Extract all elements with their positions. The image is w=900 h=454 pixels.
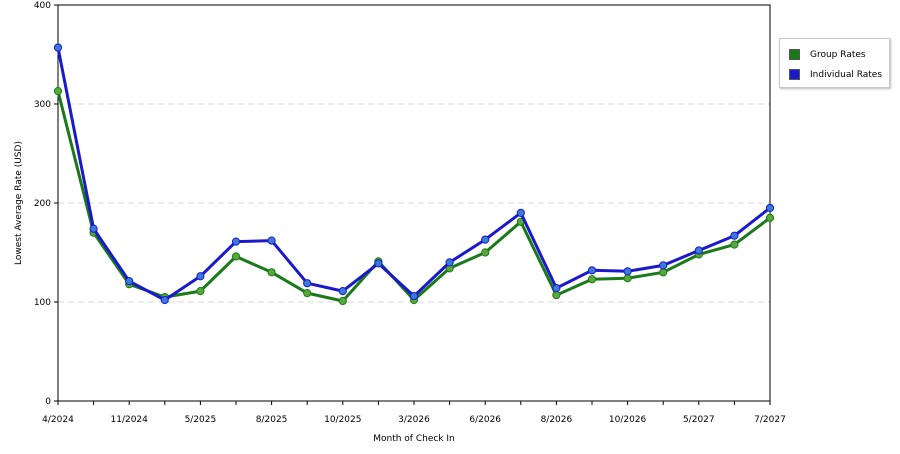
x-tick-label-8-2026: 8/2026 [541, 415, 573, 425]
x-tick-label-10-2026: 10/2026 [609, 415, 647, 425]
legend-label-individual-rates: Individual Rates [810, 70, 883, 80]
x-tick-label-10-2025: 10/2025 [324, 415, 361, 425]
point-group-rates-12 [481, 248, 490, 257]
point-group-rates-15 [587, 275, 597, 284]
point-individual-rates-16 [623, 267, 632, 276]
legend-label-group-rates: Group Rates [810, 50, 866, 60]
x-tick-label-5-2025: 5/2025 [185, 415, 217, 425]
y-tick-label-400: 400 [34, 1, 51, 11]
point-group-rates-6 [267, 268, 276, 277]
point-group-rates-20 [765, 213, 775, 222]
x-axis-label: Month of Check In [373, 434, 455, 444]
y-tick-label-300: 300 [34, 100, 51, 110]
series-group [53, 43, 775, 306]
legend-swatch-individual-rates [789, 69, 800, 80]
point-group-rates-7 [303, 288, 312, 298]
point-group-rates-17 [659, 268, 668, 277]
point-individual-rates-9 [374, 259, 383, 268]
point-group-rates-19 [730, 240, 739, 249]
point-individual-rates-10 [409, 291, 419, 301]
y-tick-label-100: 100 [34, 298, 51, 308]
x-axis: 4/2024 11/2024 5/2025 8/2025 10/2025 3/2026 6/… [42, 401, 786, 425]
x-tick-label-4-2024: 4/2024 [42, 415, 74, 425]
legend: Group Rates Individual Rates [779, 38, 890, 88]
x-tick-label-3-2026: 3/2026 [398, 415, 430, 425]
series-individual-rates [53, 43, 775, 305]
x-tick-label-7-2027: 7/2027 [754, 415, 786, 425]
x-tick-label-8-2025: 8/2025 [256, 415, 288, 425]
point-individual-rates-5 [231, 237, 241, 246]
series-group-rates [53, 87, 775, 306]
point-individual-rates-20 [765, 203, 775, 213]
point-individual-rates-7 [303, 279, 312, 288]
y-tick-label-0: 0 [45, 397, 51, 407]
y-axis-label: Lowest Average Rate (USD) [14, 141, 24, 265]
point-individual-rates-13 [516, 208, 525, 217]
point-individual-rates-1 [89, 224, 98, 233]
point-group-rates-14 [552, 290, 561, 300]
point-group-rates-5 [231, 252, 241, 261]
point-individual-rates-6 [267, 236, 276, 245]
point-individual-rates-12 [481, 235, 490, 244]
y-axis: 0 100 200 300 400 [34, 1, 58, 407]
point-individual-rates-8 [338, 287, 347, 296]
point-group-rates-0 [53, 87, 63, 96]
x-tick-label-5-2027: 5/2027 [683, 415, 715, 425]
point-individual-rates-4 [196, 272, 205, 281]
legend-swatch-group-rates [789, 49, 800, 60]
point-individual-rates-18 [694, 246, 703, 255]
x-tick-label-6-2026: 6/2026 [469, 415, 501, 425]
x-tick-label-11-2024: 11/2024 [111, 415, 149, 425]
point-individual-rates-15 [587, 266, 597, 275]
point-individual-rates-2 [125, 277, 134, 286]
point-group-rates-16 [623, 274, 632, 283]
y-tick-label-200: 200 [34, 199, 51, 209]
point-individual-rates-3 [160, 295, 169, 305]
point-individual-rates-17 [659, 261, 668, 270]
point-individual-rates-14 [552, 284, 561, 293]
point-individual-rates-0 [53, 43, 63, 52]
point-group-rates-4 [196, 287, 205, 296]
point-individual-rates-11 [445, 258, 454, 267]
point-group-rates-8 [338, 296, 347, 306]
point-individual-rates-19 [730, 231, 739, 240]
